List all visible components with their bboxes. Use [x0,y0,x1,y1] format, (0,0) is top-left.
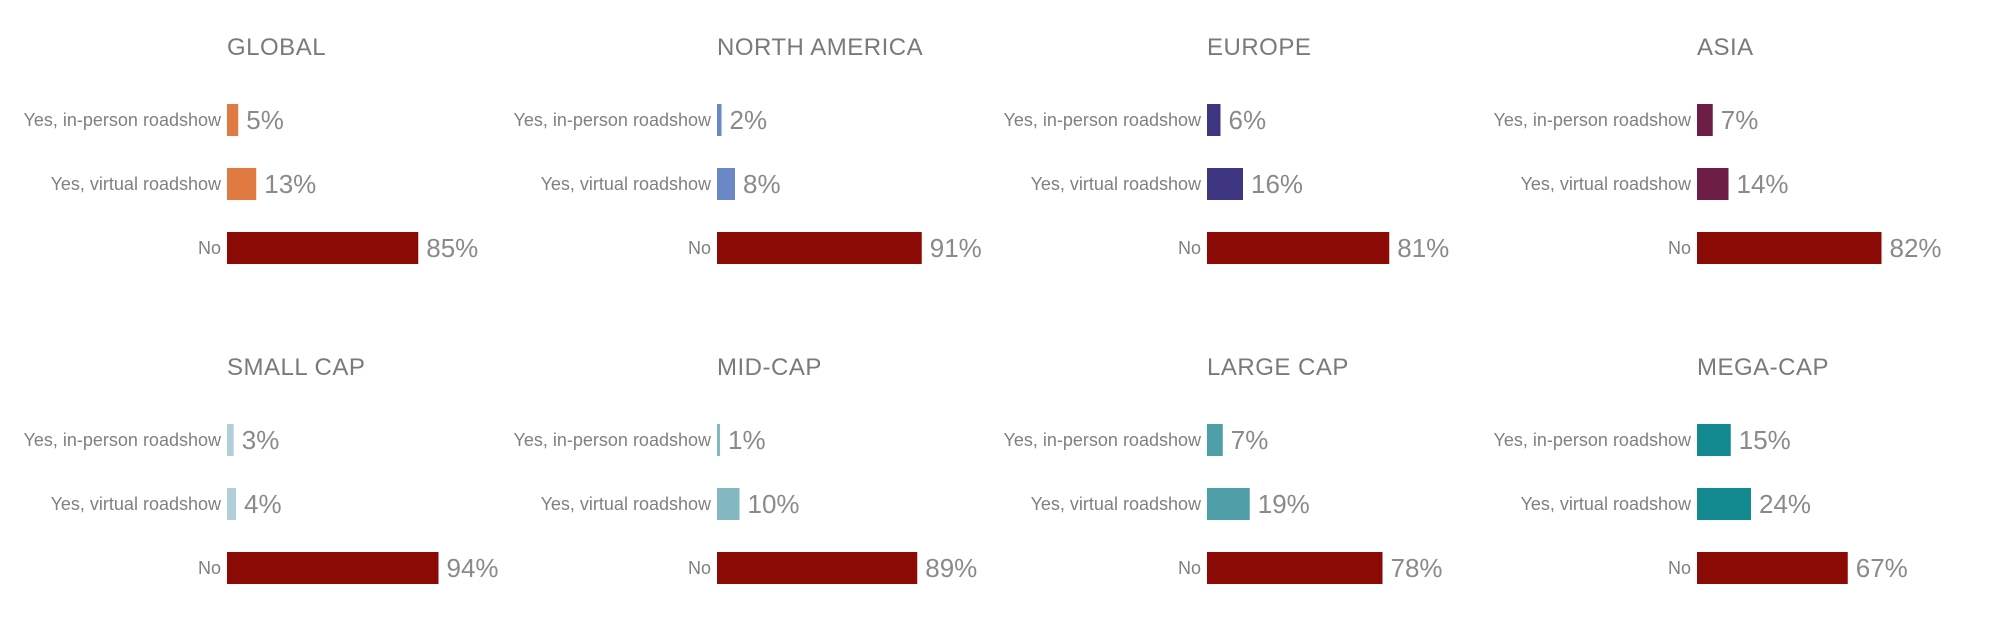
chart-panel: ASIA Yes, in-person roadshow 7% Yes, virtua… [1494,34,1942,264]
category-label: Yes, virtual roadshow [51,174,222,194]
panel-title: GLOBAL [227,34,326,61]
value-label: 10% [748,489,800,519]
value-label: 13% [264,169,316,199]
bar [227,104,239,136]
category-label: No [688,238,711,258]
category-label: Yes, in-person roadshow [514,110,712,130]
bar [1207,488,1250,520]
value-label: 81% [1397,233,1449,263]
bar [717,104,722,136]
panel-title: MID-CAP [717,354,822,381]
bar [1697,424,1731,456]
category-label: No [1668,238,1691,258]
value-label: 8% [743,169,781,199]
value-label: 89% [925,553,977,583]
bar [717,488,740,520]
bar [1207,104,1221,136]
category-label: Yes, virtual roadshow [541,174,712,194]
value-label: 1% [728,425,766,455]
chart-panel: SMALL CAP Yes, in-person roadshow 3% Yes, v… [24,354,499,584]
value-label: 4% [244,489,282,519]
category-label: Yes, in-person roadshow [1004,110,1202,130]
value-label: 67% [1856,553,1908,583]
category-label: Yes, in-person roadshow [24,110,222,130]
chart-panel: GLOBAL Yes, in-person roadshow 5% Yes, virt… [24,34,478,264]
panel-title: ASIA [1697,34,1754,61]
category-label: No [198,238,221,258]
value-label: 5% [246,105,284,135]
bar [227,488,236,520]
bar [717,168,735,200]
category-label: Yes, virtual roadshow [1521,494,1692,514]
bar [227,168,257,200]
category-label: No [1178,558,1201,578]
chart-panel: LARGE CAP Yes, in-person roadshow 7% Yes, v… [1004,354,1443,584]
value-label: 94% [447,553,499,583]
panel-title: EUROPE [1207,34,1311,61]
value-label: 16% [1251,169,1303,199]
category-label: No [688,558,711,578]
bar [1697,552,1848,584]
chart-panel: MEGA-CAP Yes, in-person roadshow 15% Yes, v… [1494,354,1908,584]
bar [1697,232,1882,264]
value-label: 14% [1737,169,1789,199]
value-label: 7% [1231,425,1269,455]
category-label: Yes, virtual roadshow [1031,494,1202,514]
value-label: 78% [1391,553,1443,583]
category-label: Yes, in-person roadshow [24,430,222,450]
category-label: Yes, virtual roadshow [1031,174,1202,194]
value-label: 85% [426,233,478,263]
bar [717,232,922,264]
panel-title: MEGA-CAP [1697,354,1829,381]
bar [227,424,234,456]
panel-title: LARGE CAP [1207,354,1349,381]
value-label: 19% [1258,489,1310,519]
value-label: 15% [1739,425,1791,455]
bar [227,232,419,264]
bar [717,424,720,456]
category-label: Yes, in-person roadshow [1004,430,1202,450]
bar [1697,168,1729,200]
bar [717,552,918,584]
value-label: 3% [242,425,280,455]
panel-title: SMALL CAP [227,354,365,381]
category-label: Yes, in-person roadshow [1494,430,1692,450]
chart-panel: MID-CAP Yes, in-person roadshow 1% Yes, vir… [514,354,977,584]
bar [1697,104,1713,136]
category-label: No [1668,558,1691,578]
value-label: 2% [730,105,768,135]
bar [1207,232,1390,264]
bar [1207,552,1383,584]
bar [227,552,439,584]
value-label: 91% [930,233,982,263]
category-label: Yes, in-person roadshow [1494,110,1692,130]
category-label: Yes, virtual roadshow [51,494,222,514]
category-label: No [198,558,221,578]
value-label: 6% [1229,105,1267,135]
chart-panel: NORTH AMERICA Yes, in-person roadshow 2% Ye… [514,34,982,264]
bar [1207,168,1243,200]
value-label: 7% [1721,105,1759,135]
category-label: Yes, virtual roadshow [541,494,712,514]
value-label: 82% [1890,233,1942,263]
bar [1207,424,1223,456]
value-label: 24% [1759,489,1811,519]
category-label: Yes, virtual roadshow [1521,174,1692,194]
category-label: No [1178,238,1201,258]
chart-panel: EUROPE Yes, in-person roadshow 6% Yes, virt… [1004,34,1449,264]
bar [1697,488,1751,520]
category-label: Yes, in-person roadshow [514,430,712,450]
panel-title: NORTH AMERICA [717,34,923,61]
